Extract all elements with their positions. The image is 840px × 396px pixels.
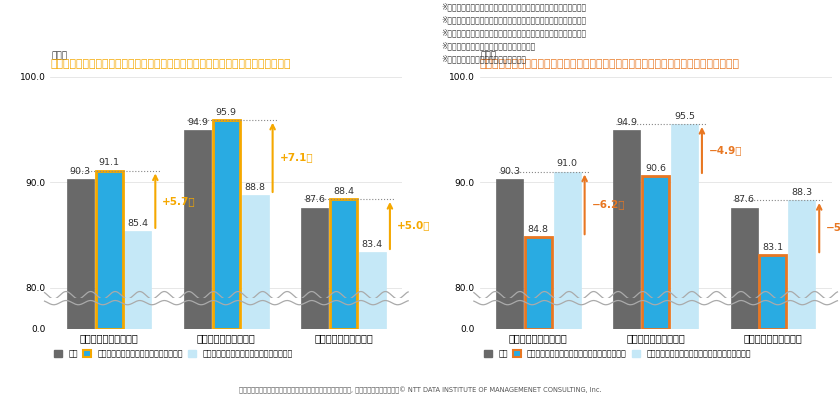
Bar — [302, 0, 328, 329]
Text: 「健康観と安心できる居場所との関連性（居場所：家庭・自宅, インターネット空間）」© NTT DATA INSTITUTE OF MANAGEMENET CON: 「健康観と安心できる居場所との関連性（居場所：家庭・自宅, インターネット空間）… — [239, 387, 601, 394]
Text: ※肉体的健康寿命ニーズは「何歳まで肉体的に健康で過ごしたいか」
※精神的健康寿命ニーズは「何歳まで精神的に健康で過ごしたいか」
※社会的健康寿命ニーズは「何歳ま: ※肉体的健康寿命ニーズは「何歳まで肉体的に健康で過ごしたいか」 ※精神的健康寿命… — [441, 2, 586, 64]
Text: 90.3: 90.3 — [70, 167, 91, 176]
Text: +5.0歳: +5.0歳 — [397, 221, 430, 230]
Bar — [330, 199, 357, 396]
Bar — [642, 0, 669, 329]
Text: 84.8: 84.8 — [528, 225, 549, 234]
Text: （歳）: （歳） — [480, 52, 497, 61]
Bar — [359, 252, 386, 396]
Text: +7.1歳: +7.1歳 — [280, 152, 313, 162]
Bar — [496, 0, 523, 329]
Bar — [554, 0, 580, 329]
Bar — [731, 208, 758, 396]
Text: 83.4: 83.4 — [362, 240, 383, 249]
Bar — [496, 179, 523, 396]
Bar — [731, 0, 758, 329]
Text: 88.8: 88.8 — [244, 183, 265, 192]
Bar — [525, 237, 552, 396]
Text: 85.4: 85.4 — [128, 219, 149, 228]
Legend: 全体, インターネット空間が安心できる居場所である, インターネット空間が安心できる居場所ではない: 全体, インターネット空間が安心できる居場所である, インターネット空間が安心で… — [484, 349, 751, 358]
Bar — [67, 0, 94, 329]
Bar — [788, 200, 815, 396]
Bar — [759, 0, 786, 329]
Text: 88.3: 88.3 — [791, 188, 812, 197]
Text: 91.1: 91.1 — [98, 158, 119, 168]
Text: 94.9: 94.9 — [187, 118, 208, 127]
Bar — [242, 0, 269, 329]
Text: +5.7歳: +5.7歳 — [162, 196, 196, 206]
Text: 83.1: 83.1 — [763, 243, 784, 252]
Text: 88.4: 88.4 — [333, 187, 354, 196]
Text: （歳）: （歳） — [51, 52, 68, 61]
Text: −6.2歳: −6.2歳 — [591, 199, 625, 209]
Bar — [302, 208, 328, 396]
Legend: 全体, 家庭（自宅）が安心できる居場所である, 家庭（自宅）が安心できる居場所ではない: 全体, 家庭（自宅）が安心できる居場所である, 家庭（自宅）が安心できる居場所で… — [55, 349, 293, 358]
Text: −4.9歳: −4.9歳 — [709, 145, 743, 155]
Bar — [759, 255, 786, 396]
Bar — [213, 120, 240, 396]
Bar — [554, 171, 580, 396]
Bar — [213, 0, 240, 329]
Text: 95.9: 95.9 — [216, 108, 237, 117]
Text: 家庭（自宅）を安心できる居場所と感じる人は、健康寿命ニーズが高い傾向にある: 家庭（自宅）を安心できる居場所と感じる人は、健康寿命ニーズが高い傾向にある — [50, 59, 291, 69]
Text: 94.9: 94.9 — [617, 118, 638, 127]
Text: 87.6: 87.6 — [733, 195, 754, 204]
Text: 91.0: 91.0 — [557, 160, 578, 168]
Text: インターネット空間を安心できる居場所と感じる人は、健康寿命ニーズが低い傾向にある: インターネット空間を安心できる居場所と感じる人は、健康寿命ニーズが低い傾向にある — [480, 59, 740, 69]
Bar — [184, 130, 211, 396]
Bar — [671, 0, 698, 329]
Bar — [242, 195, 269, 396]
Bar — [330, 0, 357, 329]
Bar — [96, 0, 123, 329]
Text: 95.5: 95.5 — [674, 112, 695, 121]
Bar — [96, 171, 123, 396]
Text: −5.2歳: −5.2歳 — [827, 223, 840, 232]
Bar — [124, 0, 151, 329]
Bar — [184, 0, 211, 329]
Text: 90.3: 90.3 — [499, 167, 520, 176]
Text: 87.6: 87.6 — [304, 195, 325, 204]
Bar — [359, 0, 386, 329]
Bar — [613, 130, 640, 396]
Bar — [671, 124, 698, 396]
Bar — [788, 0, 815, 329]
Bar — [67, 179, 94, 396]
Bar — [525, 0, 552, 329]
Bar — [124, 231, 151, 396]
Text: 90.6: 90.6 — [645, 164, 666, 173]
Bar — [613, 0, 640, 329]
Bar — [642, 176, 669, 396]
